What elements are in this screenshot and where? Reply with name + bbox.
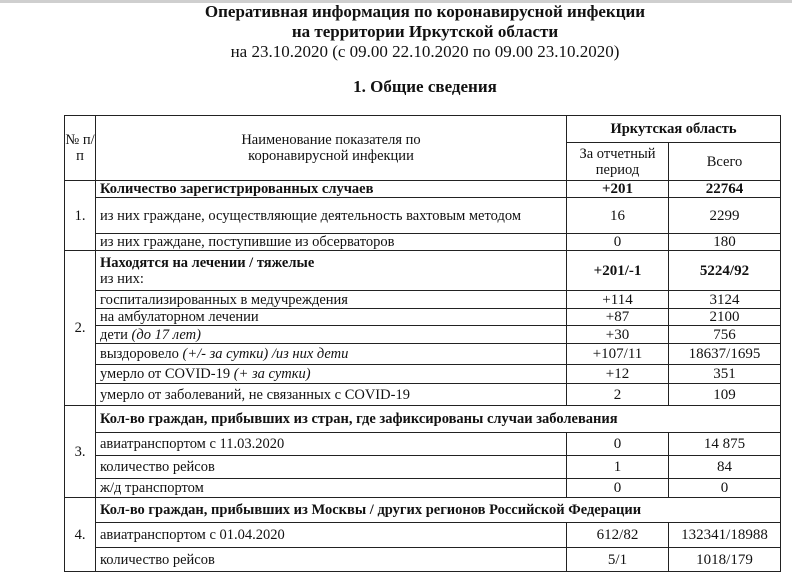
- table-row: госпитализированных в медучреждения +114…: [65, 290, 781, 309]
- row-total: 3124: [668, 290, 781, 309]
- row-label: дети (до 17 лет): [95, 325, 567, 344]
- row-total: 5224/92: [668, 250, 781, 291]
- row-label: умерло от COVID-19 (+ за сутки): [95, 364, 567, 384]
- table-row: ж/д транспортом 0 0: [65, 478, 781, 498]
- table-row: 1. Количество зарегистрированных случаев…: [64, 180, 781, 251]
- row-period: +201/-1: [566, 250, 669, 291]
- col-header-name: Наименование показателя по коронавирусно…: [95, 115, 567, 181]
- row-label: авиатранспортом с 01.04.2020: [95, 522, 567, 548]
- row-period: 2: [566, 383, 669, 406]
- row-num: 1.: [64, 180, 96, 251]
- col-header-period: За отчетный период: [566, 142, 669, 181]
- row-total: 0: [668, 478, 781, 498]
- row-total: 756: [668, 325, 781, 344]
- row-label: госпитализированных в медучреждения: [95, 290, 567, 309]
- table-row: на амбулаторном лечении +87 2100: [65, 308, 781, 326]
- row-total: 1018/179: [668, 547, 781, 572]
- table-row: количество рейсов 5/1 1018/179: [65, 547, 781, 572]
- row-label-text: выздоровело: [100, 346, 179, 362]
- row-num: 3.: [64, 405, 96, 498]
- row-label: Количество зарегистрированных случаев: [95, 180, 567, 198]
- row-total: 351: [668, 364, 781, 384]
- row-total: 2299: [668, 197, 781, 234]
- table-row: умерло от заболеваний, не связанных с CO…: [65, 383, 781, 406]
- row-period: +201: [566, 180, 669, 198]
- doc-subtitle: на 23.10.2020 (с 09.00 22.10.2020 по 09.…: [230, 42, 620, 61]
- table-row: 3. Кол-во граждан, прибывших из стран, г…: [64, 405, 781, 498]
- section-header: Кол-во граждан, прибывших из Москвы / др…: [95, 497, 781, 523]
- doc-title-line1: Оперативная информация по коронавирусной…: [204, 2, 646, 21]
- row-label: Находятся на лечении / тяжелые из них:: [95, 250, 567, 291]
- row-label: умерло от заболеваний, не связанных с CO…: [95, 383, 567, 406]
- table-row: дети (до 17 лет) +30 756: [65, 325, 781, 344]
- row-period: 0: [566, 233, 669, 251]
- col-header-num: № п/п: [64, 115, 96, 181]
- row-total: 14 875: [668, 432, 781, 456]
- table-row: количество рейсов 1 84: [65, 455, 781, 479]
- row-total: 18637/1695: [668, 343, 781, 365]
- row-total: 2100: [668, 308, 781, 326]
- col-header-total: Всего: [668, 142, 781, 181]
- row-period: 5/1: [566, 547, 669, 572]
- row-label-text: дети: [100, 326, 128, 343]
- row-period: 0: [566, 478, 669, 498]
- row-total: 109: [668, 383, 781, 406]
- table-row: авиатранспортом с 01.04.2020 612/82 1323…: [65, 522, 781, 548]
- row-period: +30: [566, 325, 669, 344]
- section-header: Кол-во граждан, прибывших из стран, где …: [95, 405, 781, 433]
- row-label: на амбулаторном лечении: [95, 308, 567, 326]
- row-label-text: умерло от COVID-19: [100, 366, 231, 382]
- row-total: 84: [668, 455, 781, 479]
- row-label-main: Находятся на лечении / тяжелые: [100, 254, 315, 271]
- row-label-sub: из них:: [100, 270, 144, 287]
- row-num: 2.: [64, 250, 96, 406]
- row-period: +12: [566, 364, 669, 384]
- row-period: +114: [566, 290, 669, 309]
- row-period: 1: [566, 455, 669, 479]
- table-row: умерло от COVID-19 (+ за сутки) +12 351: [65, 364, 781, 384]
- row-num: 4.: [64, 497, 96, 572]
- row-period: 0: [566, 432, 669, 456]
- row-label: из них граждане, поступившие из обсерват…: [95, 233, 567, 251]
- row-label: выздоровело (+/- за сутки) /из них дети: [95, 343, 567, 365]
- row-total: 132341/18988: [668, 522, 781, 548]
- row-label: количество рейсов: [95, 547, 567, 572]
- table-row: 2. Находятся на лечении / тяжелые из них:…: [64, 250, 781, 406]
- row-total: 180: [668, 233, 781, 251]
- row-label-note: (+/- за сутки) /из них дети: [182, 346, 349, 362]
- covid-stats-table: № п/п Наименование показателя по коронав…: [64, 115, 781, 572]
- table-row: из них граждане, поступившие из обсерват…: [65, 233, 781, 251]
- col-header-region: Иркутская область: [566, 115, 781, 143]
- table-row: из них граждане, осуществляющие деятельн…: [65, 197, 781, 234]
- row-label: авиатранспортом с 11.03.2020: [95, 432, 567, 456]
- row-label: из них граждане, осуществляющие деятельн…: [95, 197, 567, 234]
- row-period: +107/11: [566, 343, 669, 365]
- row-label: ж/д транспортом: [95, 478, 567, 498]
- doc-title-line2: на территории Иркутской области: [291, 22, 559, 41]
- row-total: 22764: [668, 180, 781, 198]
- row-period: 16: [566, 197, 669, 234]
- table-row: выздоровело (+/- за сутки) /из них дети …: [65, 343, 781, 365]
- row-label-note: (+ за сутки): [233, 366, 311, 382]
- row-period: 612/82: [566, 522, 669, 548]
- table-row: авиатранспортом с 11.03.2020 0 14 875: [65, 432, 781, 456]
- row-label-note: (до 17 лет): [131, 326, 201, 343]
- row-period: +87: [566, 308, 669, 326]
- window-top-edge: [0, 0, 792, 3]
- row-label: количество рейсов: [95, 455, 567, 479]
- section-title: 1. Общие сведения: [353, 77, 497, 96]
- table-row: 4. Кол-во граждан, прибывших из Москвы /…: [64, 497, 781, 572]
